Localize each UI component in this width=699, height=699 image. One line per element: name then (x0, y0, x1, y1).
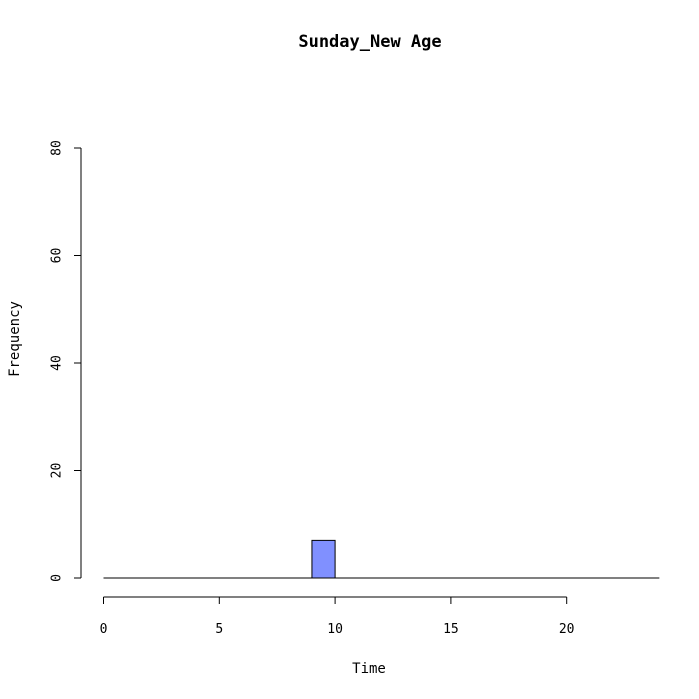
x-ticks: 0 5 10 15 20 (100, 597, 575, 637)
x-tick-label-0: 0 (100, 622, 108, 637)
histogram-bar-9 (311, 539, 336, 579)
x-tick-label-3: 15 (443, 622, 459, 637)
y-tick-label-1: 20 (50, 463, 65, 479)
histogram-bars (311, 539, 336, 579)
y-tick-label-3: 60 (50, 248, 65, 264)
x-tick-label-2: 10 (327, 622, 343, 637)
y-tick-label-0: 0 (50, 574, 65, 582)
y-tick-label-4: 80 (50, 140, 65, 156)
x-axis-label: Time (352, 661, 386, 677)
x-axis: 0 5 10 15 20 (100, 596, 575, 637)
y-axis: 0 20 40 60 80 (50, 140, 82, 582)
y-tick-label-2: 40 (50, 355, 65, 371)
y-ticks: 0 20 40 60 80 (50, 140, 81, 582)
y-axis-label: Frequency (7, 301, 23, 377)
x-tick-label-1: 5 (215, 622, 223, 637)
x-tick-label-4: 20 (559, 622, 575, 637)
chart-title: Sunday_New Age (298, 32, 441, 52)
